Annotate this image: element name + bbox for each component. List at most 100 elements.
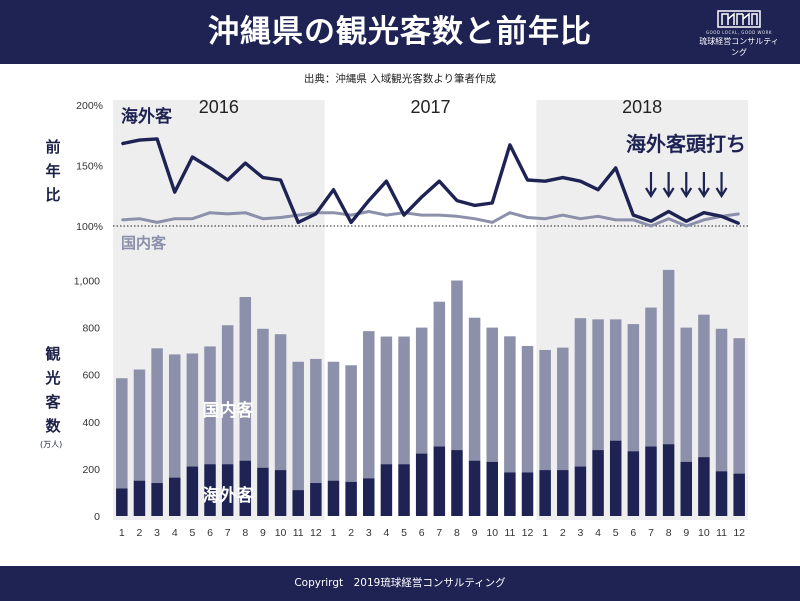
month-tick-label: 1 bbox=[119, 527, 125, 539]
overseas-bar bbox=[733, 473, 745, 516]
month-tick-label: 3 bbox=[578, 527, 584, 539]
domestic-bar bbox=[415, 327, 428, 454]
overseas-bar bbox=[662, 444, 675, 516]
source-note: 出典：沖縄県 入域観光客数より筆者作成 bbox=[303, 73, 497, 85]
month-tick-label: 10 bbox=[698, 527, 710, 539]
ratio-point bbox=[121, 219, 123, 221]
ratio-point bbox=[632, 219, 635, 221]
month-tick-label: 1 bbox=[542, 527, 548, 539]
overseas-bar bbox=[310, 483, 322, 516]
overseas-bar bbox=[398, 464, 410, 516]
overseas-bar bbox=[715, 471, 728, 516]
month-tick-label: 9 bbox=[472, 527, 478, 539]
year-label-2018: 2018 bbox=[622, 97, 662, 117]
footer-copyright: Copyrirgt 2019琉球経営コンサルティング bbox=[294, 577, 506, 589]
ratio-point bbox=[579, 217, 582, 220]
overseas-bar bbox=[609, 440, 622, 516]
overseas-bar bbox=[292, 490, 304, 516]
ratio-point bbox=[262, 217, 264, 220]
visitors-tick-label: 0 bbox=[94, 511, 100, 523]
logo-mark-icon bbox=[717, 10, 761, 28]
overseas-bar bbox=[239, 460, 252, 516]
ratio-point bbox=[350, 221, 352, 224]
month-tick-label: 5 bbox=[613, 527, 619, 539]
month-tick-label: 7 bbox=[648, 527, 654, 539]
domestic-bar bbox=[592, 319, 604, 451]
domestic-bar bbox=[363, 331, 375, 479]
domestic-bar bbox=[557, 347, 569, 471]
overseas-bar bbox=[168, 477, 181, 516]
footer-bar: Copyrirgt 2019琉球経営コンサルティング bbox=[0, 566, 800, 601]
month-tick-label: 9 bbox=[683, 527, 689, 539]
domestic-bar bbox=[486, 327, 498, 462]
ratio-point bbox=[632, 214, 635, 216]
ratio-point bbox=[173, 191, 176, 193]
ratio-point bbox=[173, 217, 176, 220]
ratio-point bbox=[509, 144, 511, 146]
domestic-bar bbox=[645, 307, 657, 447]
ratio-point bbox=[244, 162, 247, 164]
domestic-bar bbox=[715, 328, 728, 472]
month-tick-label: 3 bbox=[366, 527, 372, 539]
ratio-point bbox=[420, 196, 423, 198]
month-tick-label: 12 bbox=[310, 527, 322, 539]
overseas-bar bbox=[521, 472, 534, 516]
visitors-tick-label: 1,000 bbox=[74, 276, 100, 288]
header-bar: 沖縄県の観光客数と前年比 GOOD LOCAL, GOOD WORK 琉球経営コ… bbox=[0, 0, 800, 64]
bar-legend-overseas: 海外客 bbox=[203, 485, 255, 505]
ratio-point bbox=[544, 180, 546, 183]
overseas-bar bbox=[380, 464, 393, 516]
domestic-bar bbox=[504, 336, 516, 473]
ratio-point bbox=[420, 214, 423, 216]
ratio-point bbox=[297, 221, 300, 224]
month-tick-label: 3 bbox=[154, 527, 160, 539]
ratio-point bbox=[156, 221, 158, 224]
month-tick-label: 5 bbox=[401, 527, 407, 539]
ratio-point bbox=[738, 213, 740, 215]
domestic-bar bbox=[662, 269, 675, 445]
ratio-point bbox=[385, 180, 388, 183]
ratio-point bbox=[191, 217, 194, 220]
ratio-point bbox=[720, 215, 723, 218]
overseas-bar bbox=[345, 481, 357, 516]
ratio-point bbox=[138, 217, 141, 220]
month-tick-label: 8 bbox=[242, 527, 248, 539]
overseas-bar bbox=[363, 478, 375, 516]
domestic-bar bbox=[627, 324, 640, 452]
logo-tagline: GOOD LOCAL, GOOD WORK bbox=[705, 30, 773, 35]
ratio-point bbox=[438, 180, 441, 183]
overseas-bar bbox=[274, 470, 287, 516]
month-tick-label: 11 bbox=[716, 527, 727, 539]
ratio-legend-domestic: 国内客 bbox=[121, 234, 167, 252]
ratio-point bbox=[367, 210, 370, 213]
visitors-axis-title: 観光客数 bbox=[45, 345, 61, 435]
ratio-tick-label: 200% bbox=[76, 100, 103, 112]
ratio-point bbox=[456, 215, 458, 218]
ratio-point bbox=[473, 217, 476, 220]
ratio-point bbox=[367, 199, 370, 202]
overseas-bar bbox=[451, 450, 463, 516]
domestic-bar bbox=[168, 354, 181, 478]
month-tick-label: 4 bbox=[383, 527, 389, 539]
ratio-point bbox=[509, 211, 511, 214]
domestic-bar bbox=[257, 328, 269, 468]
domestic-bar bbox=[292, 361, 304, 491]
month-tick-label: 2 bbox=[560, 527, 566, 539]
ratio-point bbox=[226, 179, 229, 181]
ratio-point bbox=[279, 216, 282, 219]
ratio-point bbox=[579, 180, 582, 183]
overseas-bar bbox=[257, 467, 269, 516]
domestic-bar bbox=[274, 334, 287, 471]
visitors-tick-label: 800 bbox=[82, 323, 100, 335]
ratio-point bbox=[614, 167, 617, 169]
overseas-bar bbox=[433, 446, 446, 516]
down-arrow-icon bbox=[662, 187, 675, 199]
ratio-series-line-0 bbox=[121, 137, 740, 226]
annotation-overseas-peaked: 海外客頭打ち bbox=[626, 132, 746, 156]
ratio-point bbox=[332, 211, 335, 214]
ratio-point bbox=[561, 214, 564, 216]
domestic-bar bbox=[151, 348, 163, 484]
ratio-tick-label: 150% bbox=[76, 161, 103, 173]
ratio-point bbox=[667, 210, 670, 213]
overseas-bar bbox=[486, 461, 498, 516]
